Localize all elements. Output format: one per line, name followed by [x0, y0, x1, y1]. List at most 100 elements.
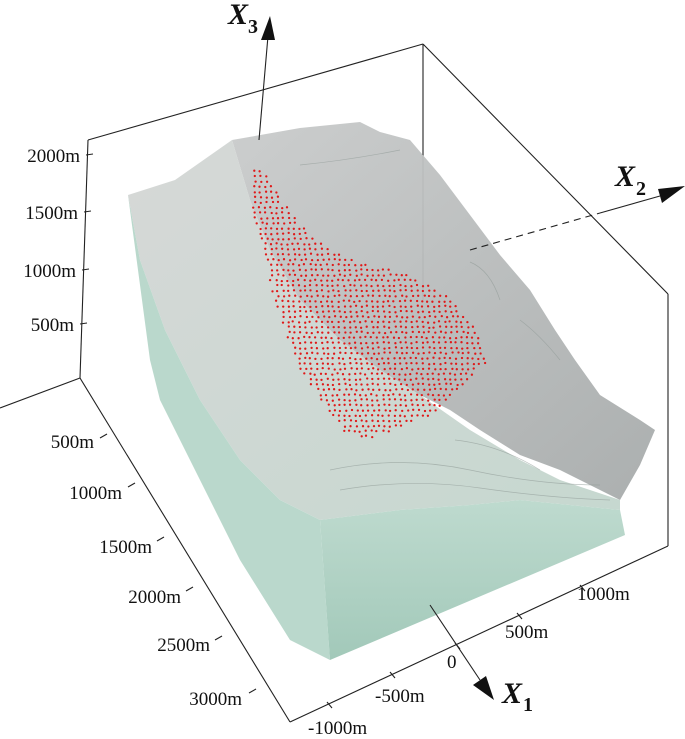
landslide-point — [376, 419, 380, 423]
block-left-face — [128, 195, 330, 660]
landslide-point — [383, 325, 386, 328]
landslide-point — [308, 300, 312, 303]
landslide-point — [254, 180, 257, 183]
landslide-point — [298, 300, 301, 303]
landslide-point — [275, 242, 278, 245]
landslide-point — [421, 285, 425, 288]
landslide-point — [288, 221, 292, 225]
landslide-point — [269, 190, 273, 193]
landslide-point — [449, 341, 453, 344]
landslide-point — [399, 309, 403, 313]
landslide-point — [364, 394, 367, 397]
landslide-point — [285, 206, 289, 209]
landslide-point — [360, 383, 363, 386]
landslide-point — [253, 174, 256, 178]
vertical-tick-label: 1000m — [23, 261, 76, 282]
landslide-point — [349, 283, 352, 287]
landslide-point — [399, 289, 402, 292]
landslide-point — [322, 388, 325, 391]
landslide-point — [286, 248, 290, 251]
landslide-point — [298, 362, 301, 365]
landslide-point — [433, 351, 437, 355]
landslide-point — [382, 341, 385, 344]
landslide-point — [316, 253, 319, 256]
landslide-point — [364, 429, 367, 432]
landslide-point — [405, 351, 408, 355]
landslide-point — [286, 279, 289, 283]
landslide-point — [466, 357, 469, 360]
x1-tick-label: -500m — [375, 686, 425, 707]
landslide-point — [365, 304, 369, 307]
landslide-point — [455, 325, 458, 328]
landslide-point — [388, 425, 391, 428]
landslide-point — [437, 341, 441, 344]
landslide-point — [336, 394, 339, 397]
landslide-point — [363, 278, 367, 282]
landslide-point — [341, 373, 345, 376]
landslide-point — [266, 237, 269, 240]
depth-tick-label: 1500m — [99, 537, 152, 558]
landslide-point — [365, 341, 368, 345]
landslide-point — [358, 414, 362, 418]
landslide-point — [333, 253, 336, 256]
landslide-point — [403, 415, 406, 418]
landslide-point — [310, 295, 313, 298]
landslide-point — [394, 409, 397, 412]
landslide-point — [298, 347, 302, 350]
landslide-point — [395, 273, 398, 276]
vertical-tick-label: 1500m — [25, 203, 78, 224]
landslide-point — [466, 331, 470, 335]
landslide-point — [331, 399, 334, 402]
landslide-point — [394, 424, 398, 427]
landslide-point — [326, 383, 330, 387]
landslide-point — [350, 388, 353, 391]
landslide-point — [338, 382, 341, 386]
landslide-point — [375, 336, 378, 339]
x1-axis-ticks: 1000m 500m 0 -500m -1000m — [308, 584, 630, 739]
landslide-point — [299, 352, 302, 355]
landslide-point — [454, 362, 458, 365]
landslide-point — [292, 248, 296, 251]
landslide-point — [299, 309, 302, 313]
landslide-point — [451, 367, 454, 371]
landslide-point — [358, 278, 361, 282]
landslide-point — [411, 388, 414, 391]
landslide-point — [320, 320, 324, 324]
x3-axis-subscript: 3 — [248, 16, 258, 38]
landslide-point — [376, 310, 380, 313]
landslide-point — [264, 253, 268, 256]
landslide-point — [440, 314, 443, 318]
landslide-point — [315, 289, 319, 293]
landslide-point — [433, 403, 436, 407]
landslide-point — [291, 337, 294, 340]
landslide-point — [270, 263, 273, 266]
landslide-point — [371, 309, 374, 313]
landslide-point — [360, 419, 363, 422]
landslide-point — [305, 331, 308, 334]
landslide-point — [415, 320, 418, 323]
landslide-point — [437, 320, 441, 323]
landslide-point — [259, 232, 262, 236]
landslide-point — [282, 258, 286, 261]
landslide-point — [392, 336, 396, 339]
landslide-point — [370, 362, 374, 366]
landslide-point — [309, 341, 313, 344]
landslide-point — [358, 299, 361, 303]
landslide-point — [393, 377, 396, 381]
landslide-point — [359, 284, 363, 287]
landslide-point — [438, 398, 441, 402]
landslide-point — [349, 273, 352, 276]
landslide-point — [280, 283, 283, 287]
landslide-point — [417, 330, 421, 334]
landslide-point — [327, 268, 330, 271]
landslide-point — [350, 351, 353, 355]
landslide-point — [277, 295, 280, 298]
landslide-point — [339, 351, 342, 354]
landslide-point — [281, 206, 284, 210]
landslide-point — [460, 378, 463, 381]
landslide-point — [373, 315, 376, 318]
landslide-point — [448, 372, 452, 375]
landslide-point — [326, 320, 329, 323]
landslide-point — [444, 388, 448, 391]
landslide-point — [349, 419, 353, 422]
